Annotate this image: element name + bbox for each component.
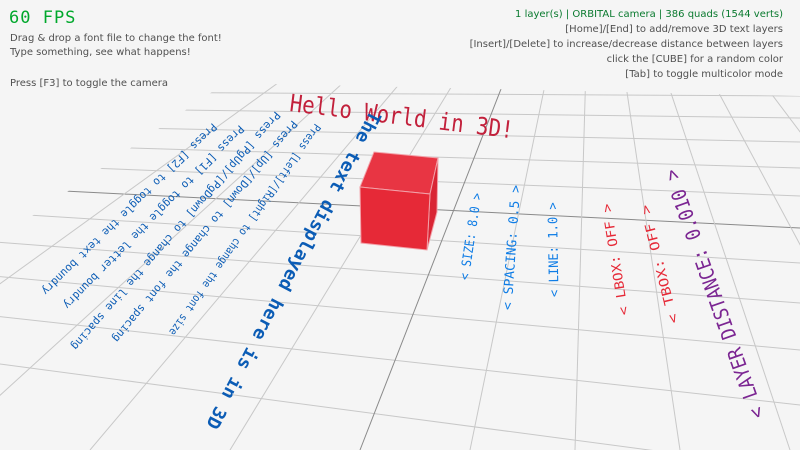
grid-row-line: [0, 83, 800, 197]
grid-column-line: [0, 83, 593, 450]
grid-row-line: [0, 83, 800, 351]
grid-row-line: [0, 83, 800, 143]
cube-front-face[interactable]: [359, 186, 431, 251]
setting-line[interactable]: < LINE: 1.0 >: [545, 202, 563, 298]
help-cube: click the [CUBE] for a random color: [606, 54, 783, 65]
help-distance: [Insert]/[Delete] to increase/decrease d…: [469, 39, 783, 50]
grid-column-line: [0, 83, 593, 450]
grid-column-line: [89, 83, 593, 450]
grid-column-line: [591, 83, 800, 450]
grid-row-line: [0, 83, 800, 450]
grid-row-line: [0, 83, 800, 169]
help-camera: Press [F3] to toggle the camera: [10, 78, 169, 89]
help-type: Type something, see what happens!: [10, 47, 191, 58]
grid-row-line: [0, 83, 800, 97]
grid-row-line: [0, 83, 800, 304]
fps-counter: 60 FPS: [9, 8, 77, 28]
grid-row-line: [0, 83, 800, 264]
grid-column-line: [574, 83, 593, 450]
status-readout: 1 layer(s) | ORBITAL camera | 386 quads …: [515, 9, 783, 20]
grid-column-line: [359, 83, 593, 450]
help-drag-drop: Drag & drop a font file to change the fo…: [10, 33, 222, 44]
help-layers: [Home]/[End] to add/remove 3D text layer…: [565, 24, 783, 35]
grid-row-line: [0, 83, 800, 119]
grid-row-line: [0, 83, 800, 406]
grid-column-line: [469, 83, 593, 450]
grid-row-line: [0, 83, 800, 229]
grid-column-line: [229, 83, 593, 450]
grid-column-line: [591, 83, 681, 450]
help-multicolor: [Tab] to toggle multicolor mode: [625, 69, 783, 80]
grid-column-line: [591, 83, 791, 450]
